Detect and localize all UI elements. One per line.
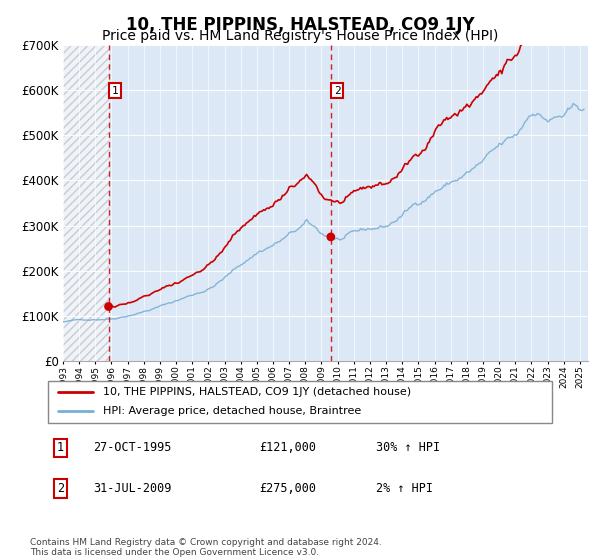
Text: 27-OCT-1995: 27-OCT-1995 bbox=[94, 441, 172, 454]
Text: 31-JUL-2009: 31-JUL-2009 bbox=[94, 482, 172, 495]
Text: 2: 2 bbox=[334, 86, 341, 96]
Point bbox=[326, 232, 335, 241]
Bar bbox=[63, 45, 109, 361]
Text: 1: 1 bbox=[57, 441, 64, 454]
Text: £275,000: £275,000 bbox=[260, 482, 317, 495]
Text: 30% ↑ HPI: 30% ↑ HPI bbox=[376, 441, 440, 454]
FancyBboxPatch shape bbox=[48, 381, 552, 423]
Text: 10, THE PIPPINS, HALSTEAD, CO9 1JY: 10, THE PIPPINS, HALSTEAD, CO9 1JY bbox=[125, 16, 475, 34]
Text: 2: 2 bbox=[57, 482, 64, 495]
Text: Contains HM Land Registry data © Crown copyright and database right 2024.
This d: Contains HM Land Registry data © Crown c… bbox=[30, 538, 382, 557]
Text: 2% ↑ HPI: 2% ↑ HPI bbox=[376, 482, 433, 495]
Text: 1: 1 bbox=[112, 86, 118, 96]
Text: HPI: Average price, detached house, Braintree: HPI: Average price, detached house, Brai… bbox=[103, 407, 362, 417]
Text: £121,000: £121,000 bbox=[260, 441, 317, 454]
Point bbox=[104, 302, 113, 311]
Text: Price paid vs. HM Land Registry's House Price Index (HPI): Price paid vs. HM Land Registry's House … bbox=[102, 29, 498, 43]
Text: 10, THE PIPPINS, HALSTEAD, CO9 1JY (detached house): 10, THE PIPPINS, HALSTEAD, CO9 1JY (deta… bbox=[103, 387, 412, 397]
